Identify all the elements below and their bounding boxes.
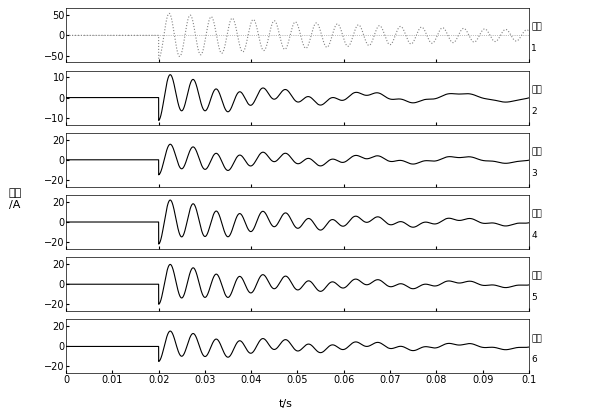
Text: 线路: 线路 xyxy=(531,271,542,281)
Text: 线路: 线路 xyxy=(531,147,542,156)
Text: 2: 2 xyxy=(531,107,537,116)
Text: 线路: 线路 xyxy=(531,210,542,218)
Text: 线路: 线路 xyxy=(531,334,542,343)
Text: t/s: t/s xyxy=(278,399,293,409)
Text: 线路: 线路 xyxy=(531,23,542,32)
Text: 1: 1 xyxy=(531,44,537,54)
Text: 4: 4 xyxy=(531,231,537,240)
Text: 线路: 线路 xyxy=(531,85,542,94)
Text: 3: 3 xyxy=(531,169,537,178)
Text: 6: 6 xyxy=(531,356,537,364)
Text: 幅値
/A: 幅値 /A xyxy=(8,188,22,210)
Text: 5: 5 xyxy=(531,293,537,302)
